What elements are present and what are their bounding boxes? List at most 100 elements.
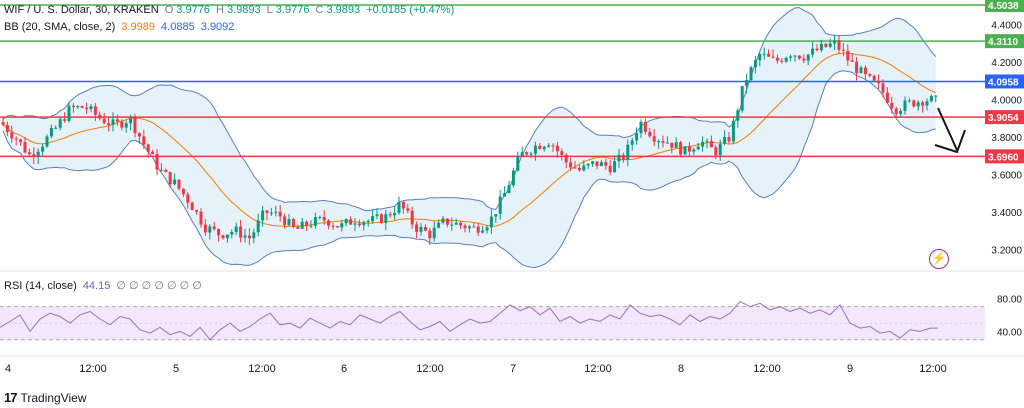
candle-body [300,221,304,229]
candle-body [723,137,727,144]
y-tick-label: 4.2000 [991,58,1022,69]
tradingview-brand[interactable]: 17 TradingView [4,390,87,405]
candle-body [767,53,771,57]
candle-body [318,216,322,218]
candle-body [71,105,75,108]
y-tick-label: 3.8000 [991,133,1022,144]
candle-body [124,123,128,128]
candle-body [327,220,331,226]
candle-body [181,188,185,195]
x-tick-label: 12:00 [753,363,781,375]
bb-fill [3,7,936,268]
candle-body [916,102,920,107]
bb-legend: BB (20, SMA, close, 2) 3.9989 4.0885 3.9… [4,21,237,33]
candle-body [203,224,207,233]
candle-body [599,162,603,167]
candle-body [115,119,119,122]
candle-body [349,219,353,225]
candle-body [657,141,661,143]
candle-body [784,57,788,62]
high-value: 3.9893 [226,4,261,16]
candle-body [102,118,106,124]
level-label: 4.0958 [988,77,1019,88]
symbol-title: WIF / U. S. Dollar, 30, KRAKEN [4,4,159,16]
candle-body [855,61,859,74]
candle-body [67,105,71,121]
candle-body [155,154,159,170]
candle-body [881,83,885,93]
candle-body [626,144,630,160]
candle-body [445,218,449,225]
candle-body [305,221,309,226]
candle-body [705,140,709,142]
candle-body [586,163,590,166]
candle-body [885,92,889,103]
candle-body [547,145,551,147]
candle-body [146,144,150,152]
candle-body [85,107,89,110]
candle-body [771,56,775,58]
candle-body [142,136,146,145]
candle-body [617,154,621,162]
candle-body [551,145,555,147]
candle-body [507,185,511,194]
candle-body [472,226,476,228]
low-value: 3.9776 [275,4,310,16]
candle-body [525,152,529,155]
candle-body [921,102,925,106]
candle-body [846,50,850,61]
level-tag [985,149,1024,164]
lightning-icon[interactable]: ⚡ [929,249,949,269]
level-label: 3.6960 [988,152,1019,163]
candle-body [811,48,815,55]
candle-body [159,169,163,171]
candle-body [230,232,234,235]
candle-body [859,67,863,74]
open-label: O [164,4,174,16]
candle-body [815,48,819,51]
level-tag [985,34,1024,49]
candle-body [564,154,568,163]
close-label: C [315,4,324,16]
candle-body [89,106,93,110]
candle-body [494,214,498,217]
candle-body [36,151,40,157]
candle-body [701,141,705,147]
bb-label: BB (20, SMA, close, 2) [4,21,116,33]
candle-body [406,208,410,211]
candle-body [555,145,559,152]
candle-body [384,214,388,223]
candle-body [758,54,762,61]
candle-body [331,225,335,227]
candle-body [692,149,696,152]
candle-body [41,146,45,152]
candle-body [291,219,295,227]
candle-body [740,86,744,111]
candle-body [560,151,564,155]
candle-body [476,226,480,233]
candle-body [749,67,753,80]
y-tick-label: 3.6000 [991,170,1022,181]
candle-body [239,226,243,238]
candle-body [410,210,414,225]
candle-body [683,146,687,155]
candle-body [837,40,841,50]
x-tick-label: 6 [341,363,347,375]
candle-body [538,145,542,150]
y-tick-label: 4.0000 [991,95,1022,106]
candle-body [186,194,190,203]
candle-body [745,79,749,87]
candle-body [195,210,199,212]
candle-body [234,226,238,233]
candle-body [899,110,903,114]
candle-body [366,221,370,223]
y-tick-label: 3.4000 [991,208,1022,219]
candle-body [247,235,251,239]
candle-body [63,119,67,121]
candle-body [709,140,713,148]
candle-body [27,152,31,155]
candle-body [573,167,577,169]
candle-body [806,54,810,61]
candle-body [775,57,779,61]
